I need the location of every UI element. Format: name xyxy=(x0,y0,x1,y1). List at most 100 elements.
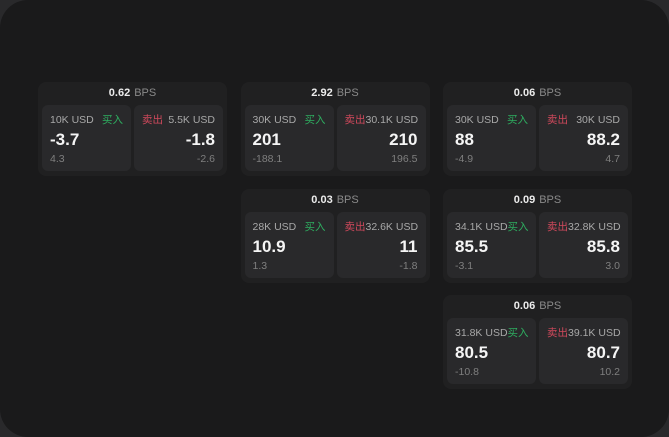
buy-label: 买入 xyxy=(304,220,326,233)
sell-label: 卖出 xyxy=(344,114,366,126)
buy-quote-cell[interactable]: 34.1K USD 买入 85.5 -3.1 xyxy=(447,211,536,278)
sell-size: 30.1K USD xyxy=(365,114,419,126)
sell-label: 卖出 xyxy=(547,327,568,339)
sell-quote-cell[interactable]: 卖出 39.1K USD 80.7 10.2 xyxy=(539,318,628,384)
buy-quote-cell[interactable]: 28K USD 买入 10.9 1.3 xyxy=(244,211,334,278)
buy-delta: 1.3 xyxy=(252,259,268,272)
buy-price: 10.9 xyxy=(252,236,286,256)
quote-card: 0.09 BPS 34.1K USD 买入 85.5 -3.1 卖出 32.8K … xyxy=(443,188,632,283)
card-header: 0.03 BPS xyxy=(241,189,430,212)
card-body: 30K USD 买入 88 -4.9 卖出 30K USD 88.2 4.7 xyxy=(443,105,632,176)
buy-quote-cell[interactable]: 30K USD 买入 201 -188.1 xyxy=(244,105,334,171)
sell-label: 卖出 xyxy=(547,114,568,126)
buy-price: 85.5 xyxy=(455,236,489,256)
buy-price: 80.5 xyxy=(455,343,489,362)
quote-card: 0.06 BPS 30K USD 买入 88 -4.9 卖出 30K USD 88… xyxy=(443,82,632,176)
sell-size: 5.5K USD xyxy=(168,114,215,126)
sell-quote-cell[interactable]: 卖出 30K USD 88.2 4.7 xyxy=(539,105,628,171)
bps-unit-label: BPS xyxy=(539,193,562,206)
buy-cell-top: 30K USD 买入 xyxy=(455,112,528,127)
bps-unit-label: BPS xyxy=(336,87,359,99)
buy-cell-top: 31.8K USD 买入 xyxy=(455,325,529,340)
quote-card: 2.92 BPS 30K USD 买入 201 -188.1 卖出 30.1K U… xyxy=(240,82,430,176)
card-header: 0.62 BPS xyxy=(38,82,227,105)
buy-delta: -10.8 xyxy=(455,366,479,378)
sell-delta: 10.2 xyxy=(599,366,620,378)
buy-size: 30K USD xyxy=(252,114,297,126)
buy-delta: 4.3 xyxy=(50,153,65,165)
quote-card: 0.03 BPS 28K USD 买入 10.9 1.3 卖出 32.6K USD… xyxy=(240,188,430,283)
sell-delta: -2.6 xyxy=(196,153,215,165)
bps-value: 0.06 xyxy=(513,87,536,99)
buy-size: 10K USD xyxy=(50,114,94,126)
sell-quote-cell[interactable]: 卖出 32.8K USD 85.8 3.0 xyxy=(539,211,628,278)
sell-size: 32.6K USD xyxy=(365,220,419,233)
buy-label: 买入 xyxy=(507,327,529,339)
sell-cell-top: 卖出 5.5K USD xyxy=(142,112,215,127)
bps-unit-label: BPS xyxy=(539,300,562,312)
sell-price: 80.7 xyxy=(586,343,620,362)
sell-price: 210 xyxy=(389,130,418,149)
sell-cell-top: 卖出 39.1K USD xyxy=(547,325,621,340)
card-header: 0.09 BPS xyxy=(443,189,632,212)
sell-cell-top: 卖出 30.1K USD xyxy=(344,112,419,127)
buy-cell-top: 30K USD 买入 xyxy=(253,112,326,127)
sell-price: 88.2 xyxy=(586,130,620,149)
sell-cell-top: 卖出 32.6K USD xyxy=(344,219,419,234)
sell-quote-cell[interactable]: 卖出 32.6K USD 11 -1.8 xyxy=(336,211,426,278)
sell-quote-cell[interactable]: 卖出 5.5K USD -1.8 -2.6 xyxy=(134,105,223,171)
sell-delta: 196.5 xyxy=(391,153,418,165)
bps-value: 0.09 xyxy=(513,193,536,206)
sell-delta: 4.7 xyxy=(605,153,620,165)
bps-value: 0.03 xyxy=(311,193,333,206)
buy-quote-cell[interactable]: 31.8K USD 买入 80.5 -10.8 xyxy=(447,318,536,384)
sell-label: 卖出 xyxy=(547,220,568,233)
card-body: 28K USD 买入 10.9 1.3 卖出 32.6K USD 11 -1.8 xyxy=(241,211,430,283)
sell-label: 卖出 xyxy=(142,114,163,126)
bps-unit-label: BPS xyxy=(134,87,157,99)
buy-delta: -188.1 xyxy=(252,153,283,165)
bps-unit-label: BPS xyxy=(539,87,562,99)
sell-delta: -1.8 xyxy=(399,259,418,272)
buy-label: 买入 xyxy=(507,114,528,126)
quote-card: 0.06 BPS 31.8K USD 买入 80.5 -10.8 卖出 39.1K… xyxy=(443,295,632,389)
sell-cell-top: 卖出 32.8K USD xyxy=(547,219,621,234)
card-body: 31.8K USD 买入 80.5 -10.8 卖出 39.1K USD 80.… xyxy=(443,318,632,389)
sell-size: 32.8K USD xyxy=(568,220,621,233)
sell-price: -1.8 xyxy=(185,130,215,149)
buy-quote-cell[interactable]: 10K USD 买入 -3.7 4.3 xyxy=(42,105,131,171)
card-header: 0.06 BPS xyxy=(443,82,632,105)
buy-delta: -3.1 xyxy=(455,259,474,272)
buy-label: 买入 xyxy=(102,114,123,126)
buy-size: 31.8K USD xyxy=(455,327,508,339)
sell-label: 卖出 xyxy=(344,220,366,233)
buy-quote-cell[interactable]: 30K USD 买入 88 -4.9 xyxy=(447,105,536,171)
sell-cell-top: 卖出 30K USD xyxy=(547,112,620,127)
sell-size: 30K USD xyxy=(576,114,620,126)
bps-unit-label: BPS xyxy=(336,193,359,206)
buy-price: -3.7 xyxy=(50,130,80,149)
card-body: 34.1K USD 买入 85.5 -3.1 卖出 32.8K USD 85.8… xyxy=(443,211,632,283)
buy-cell-top: 28K USD 买入 xyxy=(253,219,326,234)
buy-size: 30K USD xyxy=(455,114,499,126)
buy-delta: -4.9 xyxy=(455,153,474,165)
card-body: 30K USD 买入 201 -188.1 卖出 30.1K USD 210 1… xyxy=(241,105,430,176)
sell-quote-cell[interactable]: 卖出 30.1K USD 210 196.5 xyxy=(336,105,426,171)
buy-label: 买入 xyxy=(507,220,529,233)
card-header: 2.92 BPS xyxy=(241,82,430,105)
buy-cell-top: 34.1K USD 买入 xyxy=(455,219,529,234)
bps-value: 2.92 xyxy=(311,87,333,99)
sell-size: 39.1K USD xyxy=(568,327,621,339)
quote-card: 0.62 BPS 10K USD 买入 -3.7 4.3 卖出 5.5K USD … xyxy=(38,82,227,176)
sell-price: 85.8 xyxy=(586,236,620,256)
sell-delta: 3.0 xyxy=(605,259,620,272)
card-body: 10K USD 买入 -3.7 4.3 卖出 5.5K USD -1.8 -2.… xyxy=(38,105,227,176)
buy-label: 买入 xyxy=(304,114,326,126)
sell-price: 11 xyxy=(399,236,418,256)
buy-size: 28K USD xyxy=(252,220,297,233)
buy-cell-top: 10K USD 买入 xyxy=(50,112,123,127)
bps-value: 0.06 xyxy=(513,300,536,312)
card-header: 0.06 BPS xyxy=(443,295,632,318)
buy-price: 88 xyxy=(455,130,474,149)
